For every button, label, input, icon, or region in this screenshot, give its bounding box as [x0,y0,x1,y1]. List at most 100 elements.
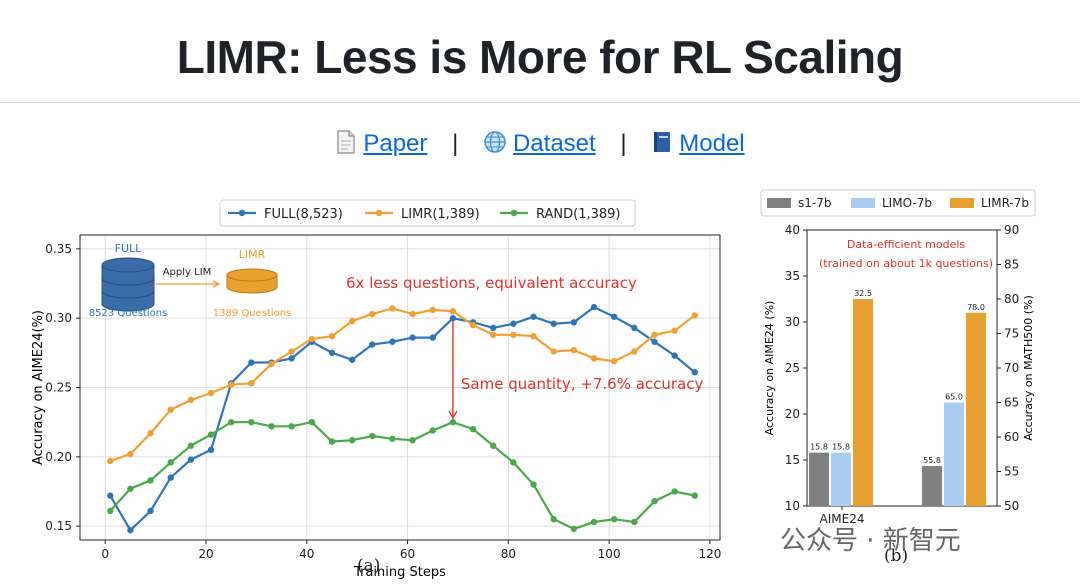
data-point [550,348,557,355]
arrow-head [448,410,458,420]
paper-link[interactable]: Paper [363,130,428,157]
bar-limo-7b [831,452,851,506]
link-bar: Paper | Dataset | Model [0,130,1080,161]
data-point [510,320,517,327]
data-point [691,312,699,319]
y2-tick-label: 50 [1004,499,1019,513]
bar-value-label: 55.8 [923,456,941,465]
watermark: 公众号 · 新智元 [780,526,961,556]
data-point [590,518,598,526]
data-point [631,324,638,332]
data-point [469,321,477,329]
data-point [691,369,699,376]
data-point [389,435,396,442]
annotation-top: 6x less questions, equivalent accuracy [346,274,637,292]
data-point [147,477,154,484]
data-point [348,356,356,363]
series-rand [107,418,699,533]
data-point [328,333,336,340]
legend: FULL(8,523) LIMR(1,389) RAND(1,389) [219,199,636,227]
legend-swatch [950,198,974,208]
data-point [610,313,618,320]
data-point [389,338,396,345]
data-point [671,488,678,495]
data-point [167,474,174,481]
data-point [187,396,195,404]
data-point [268,360,275,368]
x-tick-label: 40 [299,547,314,561]
y2-tick-label: 90 [1004,223,1019,237]
bar-chart: s1-7b LIMO-7b LIMR-7b 10 15 20 25 30 35 40 50 55 60… [760,189,1036,526]
legend-swatch [851,198,875,208]
y2-tick-label: 55 [1004,465,1019,479]
line-chart: 0 20 40 60 80 100 120 0.15 0.20 0.25 0.30 0.35 6x l… [31,199,721,580]
data-point [429,334,436,341]
bar-s1-7b [809,452,829,506]
data-point [308,335,316,343]
data-point [207,431,215,438]
y-tick-label: 15 [785,453,800,467]
data-point [570,525,578,533]
data-point [248,359,255,366]
data-point [490,442,497,449]
data-point [530,313,537,320]
arrow-head [212,280,221,288]
data-point [167,459,174,466]
data-point [590,303,598,311]
data-point [651,338,658,345]
x-tick-label: 80 [501,547,516,561]
inset-limr-label: LIMR [239,248,266,261]
x-tick-label: 120 [698,547,721,561]
title-divider [0,102,1080,103]
data-point [288,423,295,430]
figure-caption-a: (a) [357,556,381,576]
inset-limr-count: 1389 Questions [213,308,292,319]
lim-inset-diagram: FULL 8523 Questions Apply LIM LIMR 1389 Ques… [89,242,292,319]
database-top [226,268,278,282]
y-tick-label: 30 [785,315,800,329]
data-point [308,418,316,426]
data-point [127,485,134,492]
data-point [107,492,114,499]
legend-swatch [767,198,791,208]
x-axis-label: Training Steps [353,565,446,580]
y2-tick-label: 70 [1004,361,1019,375]
series-limr [107,305,699,465]
data-point [469,425,477,433]
bar-limr-7b [966,312,986,506]
bar-value-label: 32.5 [854,289,872,298]
legend-label: s1-7b [798,196,831,210]
data-point [550,516,557,523]
data-point [348,317,356,325]
series-line [109,305,696,533]
data-point [449,418,457,426]
inset-full-count: 8523 Questions [89,308,168,319]
model-link[interactable]: Model [679,130,745,157]
data-point [530,481,537,488]
y-tick-label: 0.25 [45,381,72,395]
data-point [691,492,699,499]
data-point [429,306,436,314]
data-point [631,518,638,526]
legend-marker [238,209,246,217]
data-point [429,427,436,434]
y2-tick-label: 80 [1004,292,1019,306]
data-point [570,319,578,326]
inset-full-label: FULL [115,242,143,255]
legend-label: LIMR(1,389) [401,207,480,222]
data-point [389,305,396,312]
data-point [107,457,114,465]
dataset-link[interactable]: Dataset [512,130,596,157]
annotation-mid: Same quantity, +7.6% accuracy [461,375,704,393]
inset-arrow-label: Apply LIM [163,267,212,278]
link-separator: | [620,130,627,157]
chart-annotation: (trained on about 1k questions) [819,257,993,270]
bar-limr-7b [853,299,873,506]
data-point [550,320,557,327]
y2-tick-label: 60 [1004,430,1019,444]
y-tick-label: 20 [785,407,800,421]
data-point [631,348,638,355]
data-point [207,446,215,454]
data-point [227,381,235,388]
x-tick-label: 100 [598,547,621,561]
